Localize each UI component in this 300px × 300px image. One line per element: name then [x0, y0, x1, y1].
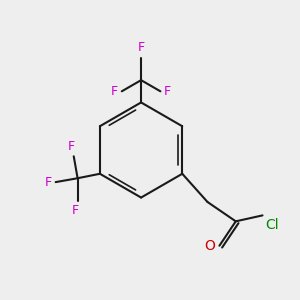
- Text: F: F: [68, 140, 75, 153]
- Text: O: O: [204, 239, 215, 253]
- Text: F: F: [45, 176, 52, 189]
- Text: F: F: [137, 41, 145, 54]
- Text: F: F: [111, 85, 118, 98]
- Text: F: F: [164, 85, 171, 98]
- Text: F: F: [72, 204, 79, 217]
- Text: Cl: Cl: [265, 218, 278, 233]
